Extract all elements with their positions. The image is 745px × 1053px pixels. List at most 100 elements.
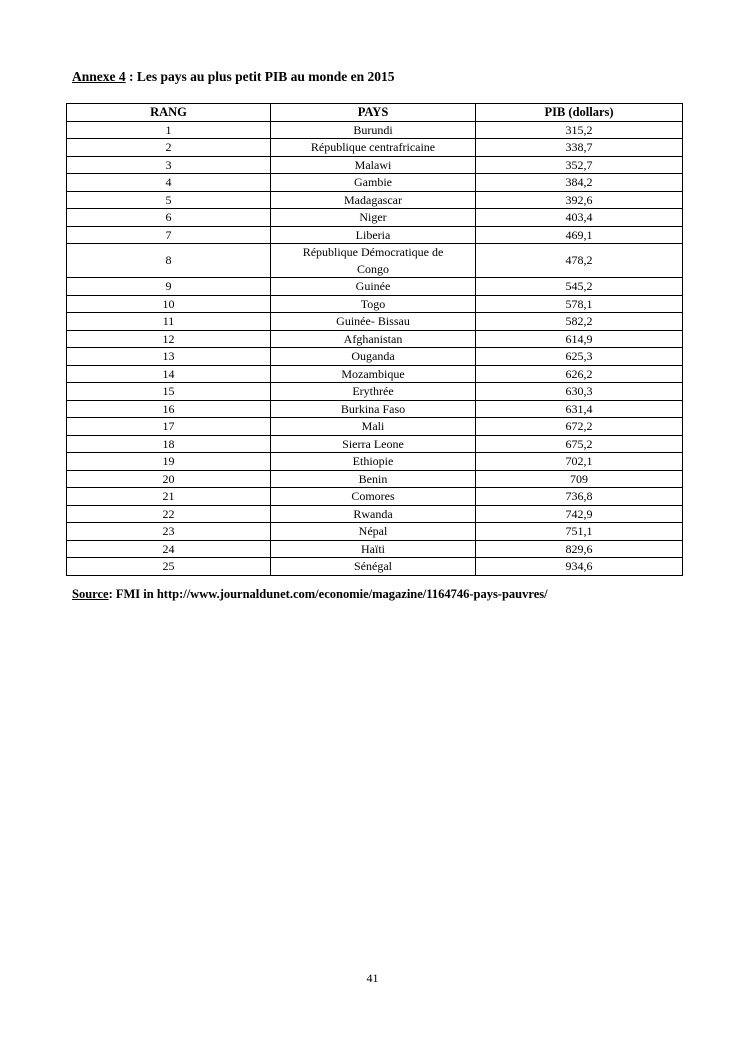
cell-pib: 469,1 <box>475 225 683 244</box>
source-text: : FMI in http://www.journaldunet.com/eco… <box>108 587 548 601</box>
cell-rang: 19 <box>66 452 271 471</box>
cell-pib: 736,8 <box>475 487 683 506</box>
cell-pays: Liberia <box>270 225 476 244</box>
cell-pays: Burkina Faso <box>270 399 476 418</box>
cell-rang: 18 <box>66 434 271 453</box>
table-row: 9 Guinée 545,2 <box>66 277 683 296</box>
cell-pays: Haïti <box>270 539 476 558</box>
cell-pays: Madagascar <box>270 190 476 209</box>
cell-pays: Malawi <box>270 155 476 174</box>
table-row: 5 Madagascar 392,6 <box>66 190 683 209</box>
table-row: 12 Afghanistan 614,9 <box>66 329 683 348</box>
table-row: 13 Ouganda 625,3 <box>66 347 683 366</box>
cell-rang: 5 <box>66 190 271 209</box>
cell-pib: 626,2 <box>475 364 683 383</box>
cell-pays: Burundi <box>270 120 476 139</box>
cell-rang: 17 <box>66 417 271 436</box>
cell-pays: Togo <box>270 294 476 313</box>
cell-rang: 1 <box>66 120 271 139</box>
table-row: 25 Sénégal 934,6 <box>66 557 683 576</box>
cell-pib: 742,9 <box>475 504 683 523</box>
table-row: 2 République centrafricaine 338,7 <box>66 138 683 157</box>
cell-pays: Erythrée <box>270 382 476 401</box>
cell-pib: 934,6 <box>475 557 683 576</box>
cell-rang: 22 <box>66 504 271 523</box>
cell-pays: République Démocratique de Congo <box>270 243 476 278</box>
column-header-rang: RANG <box>66 103 271 122</box>
table-row: 8 République Démocratique de Congo 478,2 <box>66 243 683 278</box>
cell-pib: 614,9 <box>475 329 683 348</box>
cell-rang: 16 <box>66 399 271 418</box>
column-header-pays: PAYS <box>270 103 476 122</box>
cell-pib: 545,2 <box>475 277 683 296</box>
table-row: 4 Gambie 384,2 <box>66 173 683 192</box>
cell-pib: 709 <box>475 469 683 488</box>
source-label: Source <box>72 587 109 601</box>
cell-pib: 672,2 <box>475 417 683 436</box>
cell-pays: Mali <box>270 417 476 436</box>
table-row: 10 Togo 578,1 <box>66 294 683 313</box>
table-row: 7 Liberia 469,1 <box>66 225 683 244</box>
cell-pib: 384,2 <box>475 173 683 192</box>
cell-rang: 25 <box>66 557 271 576</box>
cell-pays: Benin <box>270 469 476 488</box>
cell-pib: 392,6 <box>475 190 683 209</box>
table-row: 15 Erythrée 630,3 <box>66 382 683 401</box>
cell-pib: 675,2 <box>475 434 683 453</box>
cell-pib: 630,3 <box>475 382 683 401</box>
column-header-pib: PIB (dollars) <box>475 103 683 122</box>
table-row: 11 Guinée- Bissau 582,2 <box>66 312 683 331</box>
cell-rang: 14 <box>66 364 271 383</box>
cell-pib: 702,1 <box>475 452 683 471</box>
cell-pays: Ethiopie <box>270 452 476 471</box>
cell-pib: 625,3 <box>475 347 683 366</box>
cell-pays: Afghanistan <box>270 329 476 348</box>
cell-pays: Sénégal <box>270 557 476 576</box>
table-row: 22 Rwanda 742,9 <box>66 504 683 523</box>
cell-rang: 10 <box>66 294 271 313</box>
table-row: 24 Haïti 829,6 <box>66 539 683 558</box>
cell-pib: 631,4 <box>475 399 683 418</box>
table-row: 17 Mali 672,2 <box>66 417 683 436</box>
pib-table: RANG PAYS PIB (dollars) 1 Burundi 315,2 … <box>66 103 683 576</box>
title-annexe-label: Annexe 4 <box>72 69 126 84</box>
cell-pib: 315,2 <box>475 120 683 139</box>
table-row: 20 Benin 709 <box>66 469 683 488</box>
cell-rang: 20 <box>66 469 271 488</box>
cell-pays: Guinée- Bissau <box>270 312 476 331</box>
table-row: 14 Mozambique 626,2 <box>66 364 683 383</box>
cell-rang: 24 <box>66 539 271 558</box>
cell-pays: Comores <box>270 487 476 506</box>
cell-rang: 6 <box>66 208 271 227</box>
cell-pib: 829,6 <box>475 539 683 558</box>
table-row: 6 Niger 403,4 <box>66 208 683 227</box>
table-header-row: RANG PAYS PIB (dollars) <box>66 103 683 122</box>
cell-pib: 578,1 <box>475 294 683 313</box>
cell-pays: Sierra Leone <box>270 434 476 453</box>
page-title: Annexe 4 : Les pays au plus petit PIB au… <box>72 69 395 85</box>
cell-pib: 582,2 <box>475 312 683 331</box>
cell-pib: 403,4 <box>475 208 683 227</box>
cell-rang: 21 <box>66 487 271 506</box>
table-row: 18 Sierra Leone 675,2 <box>66 434 683 453</box>
cell-rang: 7 <box>66 225 271 244</box>
cell-rang: 13 <box>66 347 271 366</box>
cell-pays: Rwanda <box>270 504 476 523</box>
cell-pays: Gambie <box>270 173 476 192</box>
table-row: 23 Népal 751,1 <box>66 522 683 541</box>
cell-rang: 23 <box>66 522 271 541</box>
cell-rang: 8 <box>66 243 271 278</box>
title-text: : Les pays au plus petit PIB au monde en… <box>125 69 395 84</box>
cell-rang: 3 <box>66 155 271 174</box>
cell-rang: 9 <box>66 277 271 296</box>
page-number: 41 <box>366 971 379 985</box>
table-row: 21 Comores 736,8 <box>66 487 683 506</box>
cell-pib: 352,7 <box>475 155 683 174</box>
cell-pays: Népal <box>270 522 476 541</box>
cell-pays: Niger <box>270 208 476 227</box>
table-row: 3 Malawi 352,7 <box>66 155 683 174</box>
table-row: 16 Burkina Faso 631,4 <box>66 399 683 418</box>
table-row: 19 Ethiopie 702,1 <box>66 452 683 471</box>
cell-pays: Guinée <box>270 277 476 296</box>
